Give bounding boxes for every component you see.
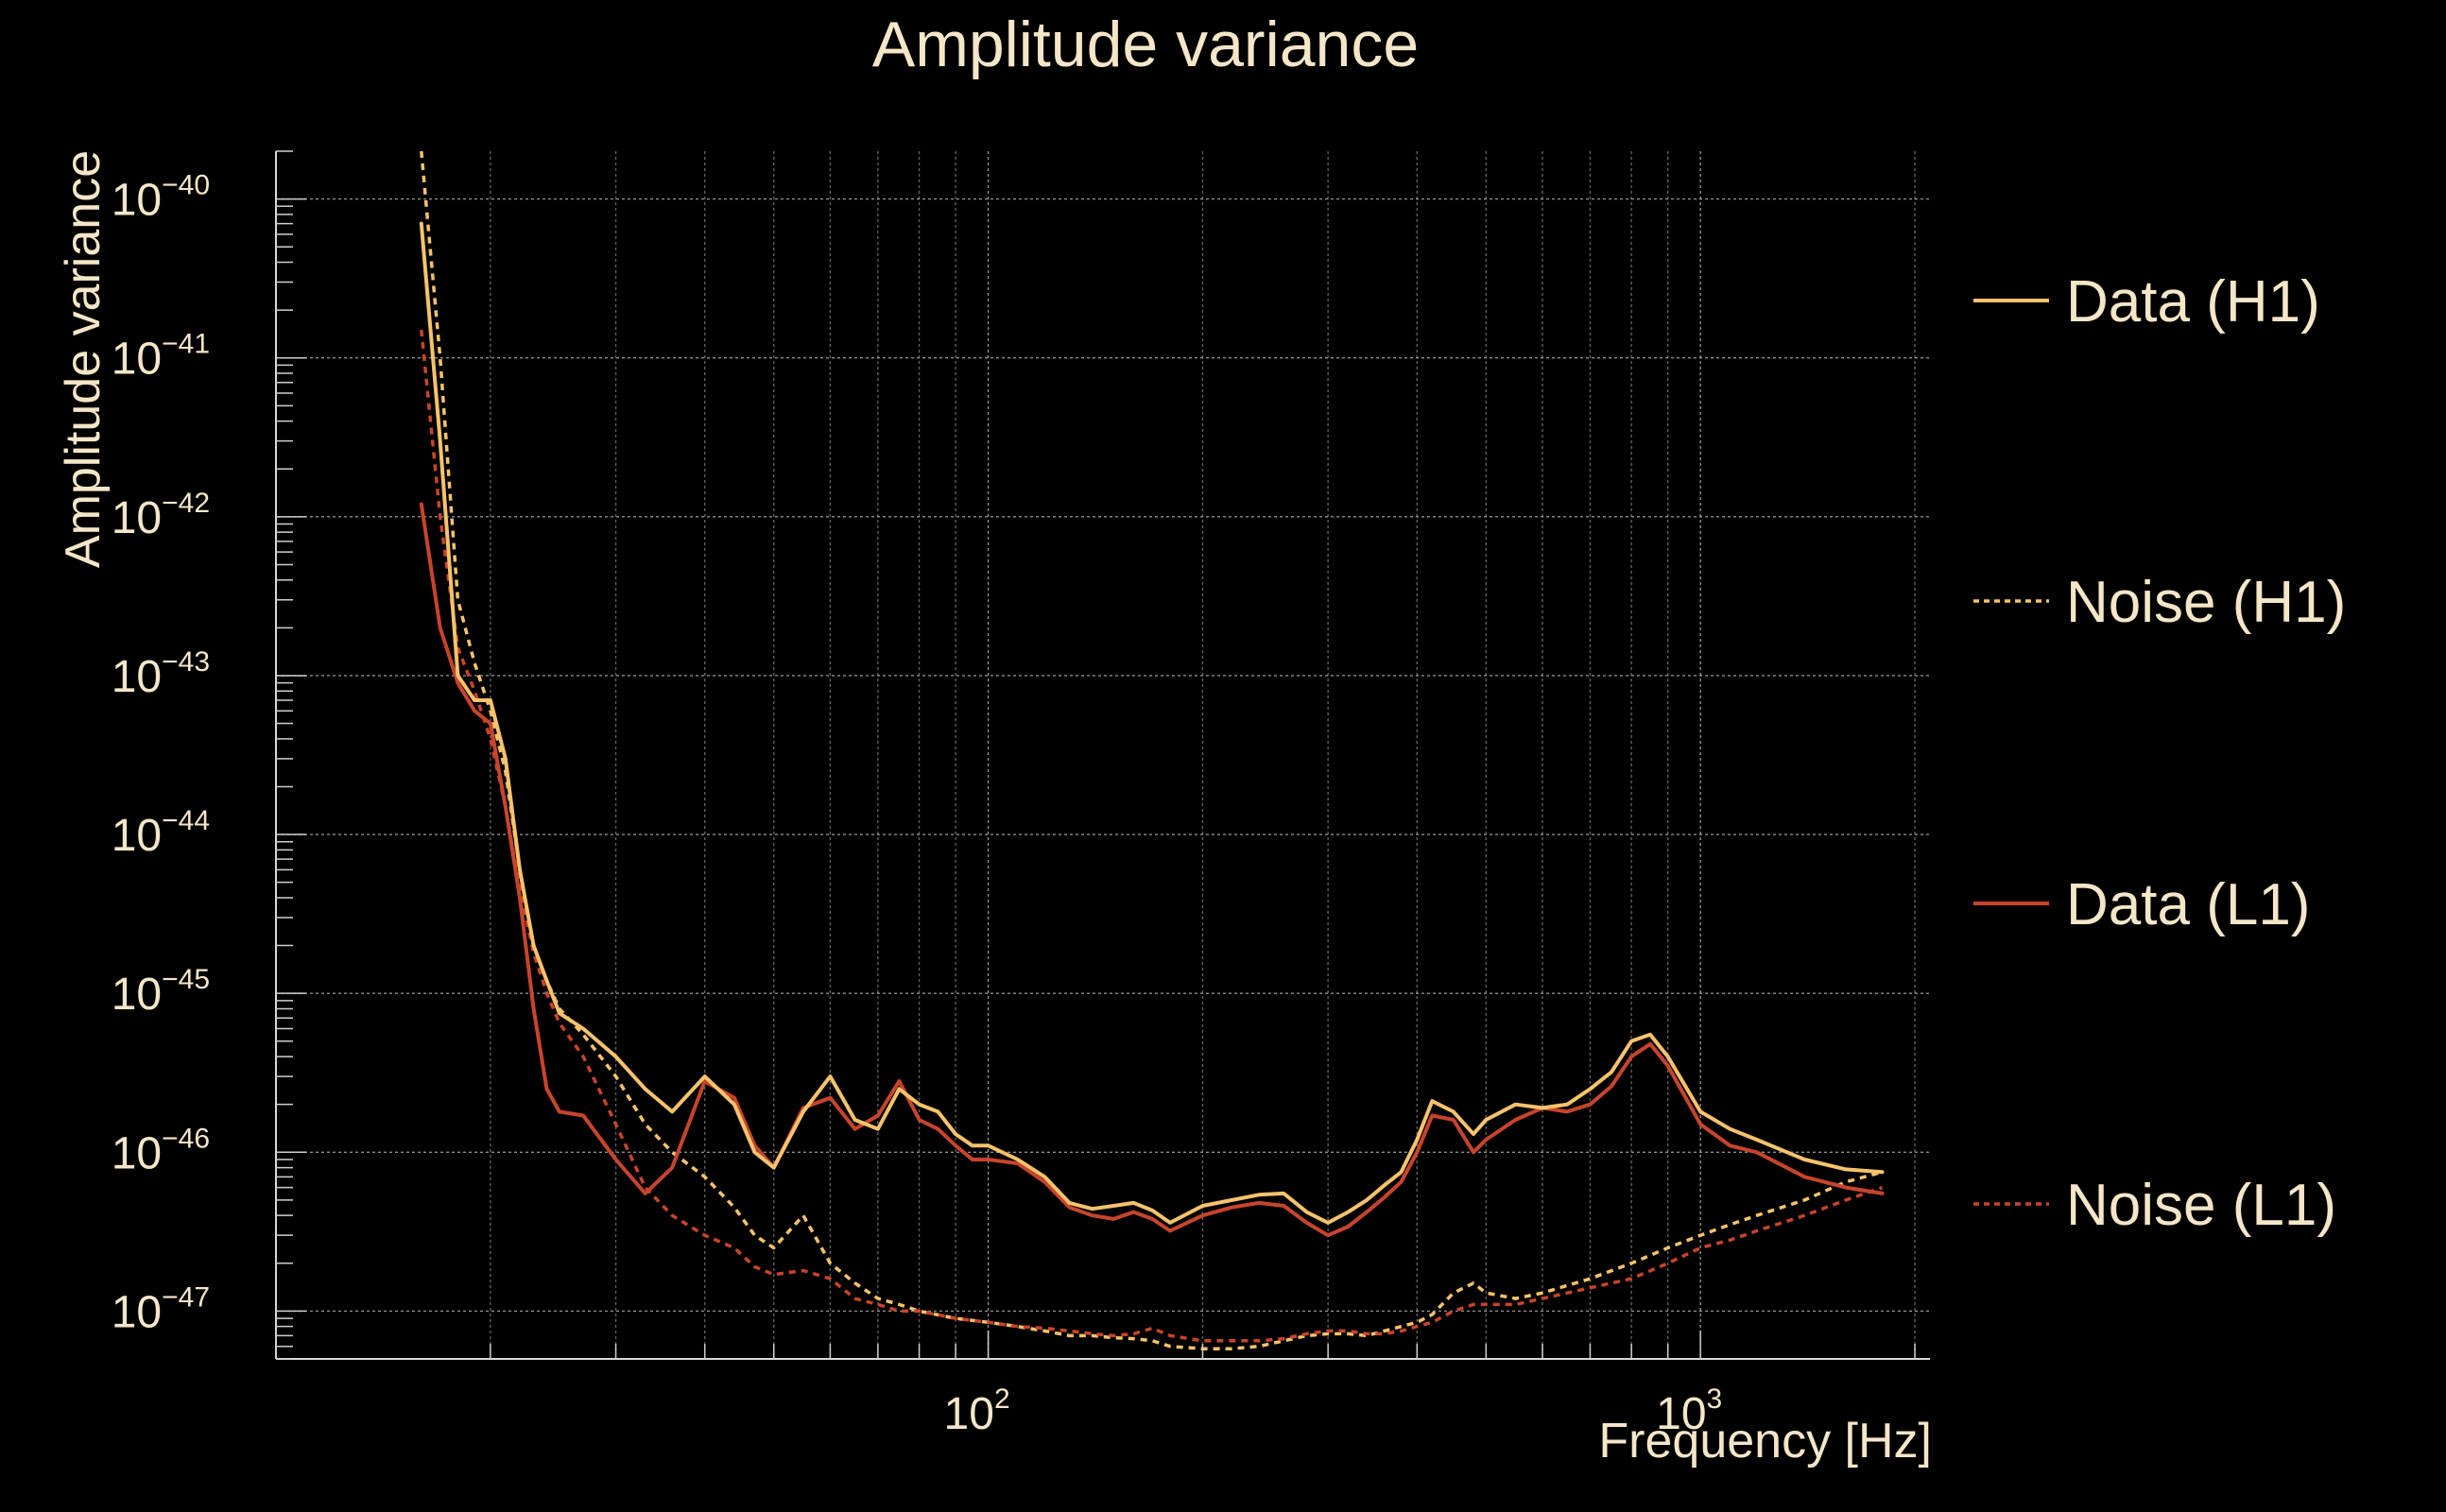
y-tick-label: 10−47 (112, 1281, 210, 1337)
grid-lines (275, 151, 1930, 1359)
ticks-layer: 10−40 10−41 10−42 10−43 10−44 10−45 10−46 10−47… (112, 150, 1916, 1439)
y-tick-label: 10−44 (112, 805, 210, 861)
chart-title: Amplitude variance (872, 9, 1419, 80)
series-line-data-h1 (419, 221, 1885, 1225)
plot-frame (275, 151, 1930, 1360)
y-tick-label: 10−42 (112, 488, 210, 543)
series-line-data-l1 (419, 502, 1885, 1238)
series-line-noise-l1 (420, 329, 1884, 1343)
x-tick-label: 102 (944, 1383, 1010, 1439)
y-tick-label: 10−43 (112, 646, 210, 702)
series-line-noise-h1 (420, 150, 1883, 1350)
y-tick-label: 10−45 (112, 964, 210, 1020)
legend-label: Data (H1) (2066, 269, 2320, 335)
x-axis-label: Frequency [Hz] (1598, 1414, 1932, 1469)
y-axis-label: Amplitude variance (56, 150, 111, 568)
legend-label: Noise (H1) (2066, 570, 2346, 635)
legend-label: Data (L1) (2066, 872, 2310, 937)
y-tick-label: 10−46 (112, 1123, 210, 1178)
y-tick-label: 10−40 (112, 170, 210, 226)
y-tick-label: 10−41 (112, 329, 210, 385)
legend: Data (H1) Noise (H1) Data (L1) Noise (L1) (1973, 269, 2346, 1238)
series-layer (419, 150, 1885, 1350)
x-tick-label: 103 (1656, 1383, 1722, 1439)
legend-label: Noise (L1) (2066, 1173, 2336, 1238)
